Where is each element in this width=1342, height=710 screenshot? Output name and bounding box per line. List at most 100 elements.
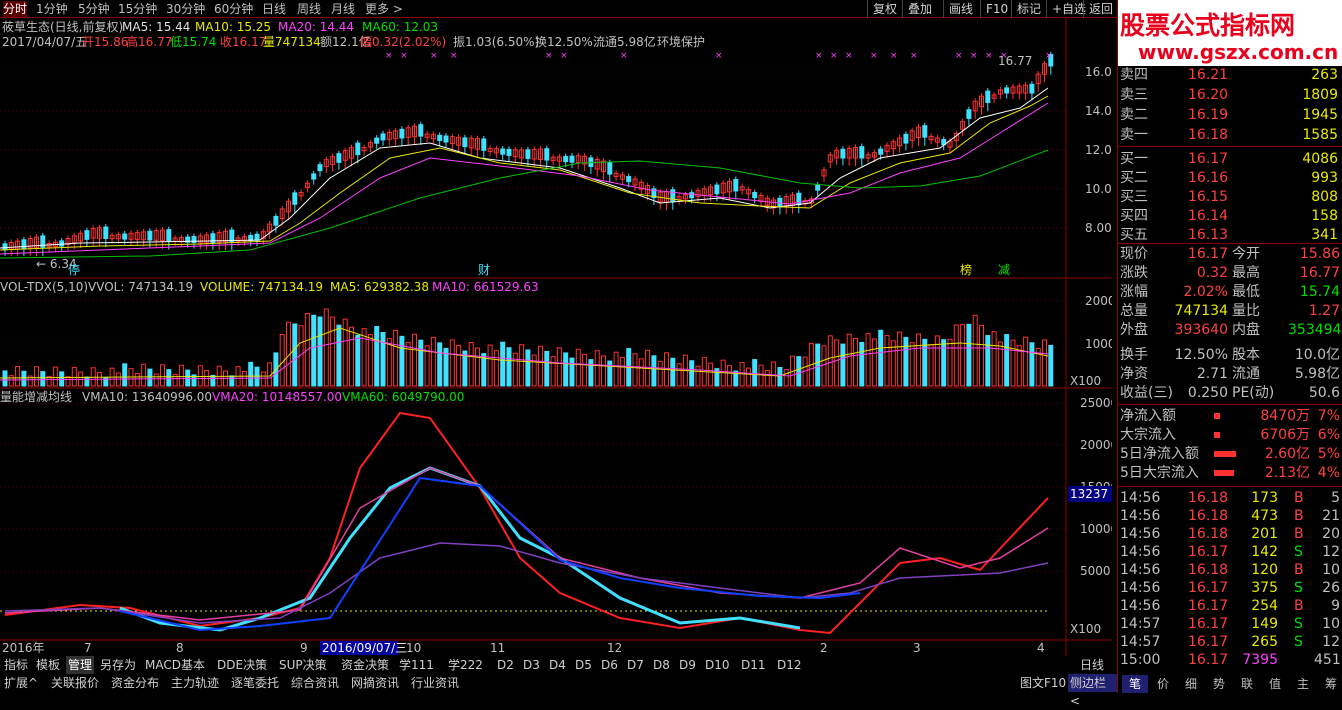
candle [519, 149, 525, 159]
candle [317, 164, 323, 172]
quote-tab[interactable]: 值 [1262, 675, 1288, 693]
info-tab[interactable]: 网摘资讯 [351, 676, 400, 690]
indicator-tab[interactable]: 学111 [399, 658, 434, 672]
info-tab[interactable]: 行业资讯 [411, 676, 460, 690]
candle [418, 124, 424, 137]
info-tab[interactable]: 逐笔委托 [231, 676, 280, 690]
quote-tab[interactable]: 主 [1290, 675, 1316, 693]
event-marker[interactable]: 财 [478, 263, 490, 277]
quote-tab[interactable]: 价 [1150, 675, 1176, 693]
indicator-tab[interactable]: 另存为 [100, 658, 137, 672]
indicator-tab[interactable]: D11 [741, 658, 766, 672]
chart-area[interactable]: 莜草生态(日线,前复权) MA5: 15.44 MA10: 15.25 MA20: 1… [0, 18, 1112, 656]
indicator-tab[interactable]: D10 [705, 658, 730, 672]
indicator-tab[interactable]: D2 [497, 658, 514, 672]
candle [733, 179, 739, 192]
indicator-axis-label: X100 [1070, 622, 1101, 636]
volume-bar [859, 341, 865, 387]
cell: 393640 [1174, 322, 1228, 338]
period-tab[interactable]: 60分钟 [214, 2, 254, 16]
tick-row: 14:56 16.18 473 B 21 [1118, 507, 1342, 525]
cell: 16.16 [1188, 170, 1229, 186]
indicator-tab[interactable]: D4 [549, 658, 566, 672]
sidebar-toggle[interactable]: 侧边栏< [1068, 674, 1117, 708]
event-marker[interactable]: 停 [68, 262, 80, 277]
indicator-tab[interactable]: MACD基本 [145, 658, 205, 672]
volume-bar [582, 353, 588, 387]
quote-tab[interactable]: 联 [1234, 675, 1260, 693]
period-tab[interactable]: 15分钟 [118, 2, 158, 16]
volume-bar [374, 326, 380, 387]
cell: 卖三 [1120, 87, 1148, 103]
indicator-tab[interactable]: SUP决策 [279, 658, 327, 672]
quote-tab[interactable]: 笔 [1122, 675, 1148, 693]
indicator-tab[interactable]: D5 [575, 658, 592, 672]
quote-tab[interactable]: 势 [1206, 675, 1232, 693]
indicator-tab[interactable]: 学222 [448, 658, 483, 672]
indicator-tab[interactable]: 模板 [36, 658, 61, 672]
candle [311, 173, 317, 180]
cell: 149 [1251, 616, 1278, 632]
indicator-tab[interactable]: D12 [777, 658, 802, 672]
period-tab[interactable]: 分时 [3, 1, 28, 17]
volume-bar [783, 369, 789, 387]
cell: 16.14 [1188, 208, 1229, 224]
toolbar-button[interactable]: 标记 [1011, 0, 1046, 18]
period-tab[interactable]: 更多 > [365, 2, 403, 16]
cell: 120 [1251, 562, 1278, 578]
toolbar-button[interactable]: 复权 [867, 0, 902, 18]
toolbar-button[interactable]: 返回 [1083, 0, 1118, 18]
vol-axis-label: 20000 [1085, 294, 1112, 308]
cell: 涨跌 [1120, 265, 1148, 281]
cell: 1.27 [1308, 303, 1340, 319]
toolbar-button[interactable]: +自选 [1046, 0, 1091, 18]
candle [134, 232, 140, 241]
period-tab[interactable]: 1分钟 [36, 2, 68, 16]
quote-tab[interactable]: 细 [1178, 675, 1204, 693]
f10-button[interactable]: 图文F10 [1020, 676, 1067, 690]
kline-header-text: 量747134 [263, 35, 321, 49]
candle [916, 126, 921, 139]
indicator-tab[interactable]: D7 [627, 658, 644, 672]
cell: 14:56 [1120, 598, 1161, 614]
info-tab[interactable]: 资金分布 [111, 676, 160, 690]
info-tab[interactable]: 主力轨迹 [171, 676, 220, 690]
bottom-toolbar: 指标 模板 管理 另存为 MACD基本 DDE决策 SUP决策 资金决策 学111 学222 D2 D… [0, 656, 1117, 708]
cell: 4% [1317, 465, 1340, 481]
indicator-tab[interactable]: D9 [679, 658, 696, 672]
volume-bar [27, 375, 33, 387]
cell: 16.17 [1188, 634, 1229, 650]
volume-bar [141, 363, 147, 387]
candle [739, 186, 745, 191]
volume-bar [46, 375, 52, 387]
period-tab[interactable]: 周线 [297, 2, 322, 16]
period-tab[interactable]: 月线 [331, 2, 356, 16]
toolbar-button[interactable]: 画线 [943, 0, 978, 18]
indicator-tab[interactable]: D3 [523, 658, 540, 672]
quote-tab[interactable]: 筹 [1318, 675, 1342, 693]
period-tab[interactable]: 5分钟 [78, 2, 110, 16]
indicator-tab[interactable]: 管理 [66, 656, 95, 674]
indicator-tab[interactable]: DDE决策 [217, 658, 268, 672]
info-tab[interactable]: 关联报价 [51, 676, 100, 690]
event-marker[interactable]: 减 [998, 263, 1010, 277]
toolbar-button[interactable]: F10 [980, 0, 1013, 18]
candle [846, 147, 852, 159]
indicator-tab[interactable]: 指标 [4, 658, 29, 672]
ask-row: 卖一 16.18 1585 [1118, 126, 1342, 144]
event-marker[interactable]: 榜 [960, 262, 972, 277]
period-tab[interactable]: 日线 [262, 2, 287, 16]
kline-header-text: 环境保护 [657, 34, 705, 49]
cell: 16.17 [1188, 652, 1229, 668]
volume-bar [916, 333, 921, 387]
info-tab[interactable]: 综合资讯 [291, 676, 340, 690]
indicator-tab[interactable]: 资金决策 [341, 658, 390, 672]
kline-chart[interactable]: 莜草生态(日线,前复权)MA5: 15.44 MA10: 15.25 MA20: 1… [0, 18, 1112, 656]
toolbar-button[interactable]: 叠加 [902, 0, 937, 18]
indicator-tab[interactable]: D8 [653, 658, 670, 672]
indicator-tab[interactable]: D6 [601, 658, 618, 672]
candle [481, 138, 487, 151]
flow-row: 净流入额 8470万 7% [1118, 407, 1342, 425]
info-tab[interactable]: 扩展^ [4, 676, 39, 690]
period-tab[interactable]: 30分钟 [166, 2, 206, 16]
